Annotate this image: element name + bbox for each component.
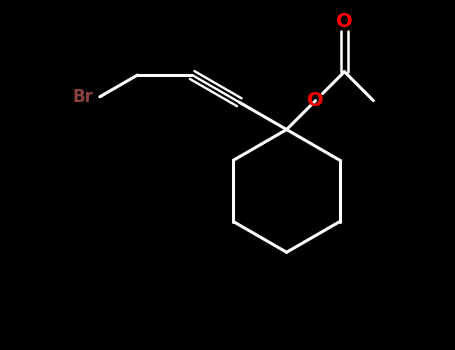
Text: Br: Br [72,88,93,106]
Text: O: O [336,12,353,31]
Text: O: O [307,91,324,110]
